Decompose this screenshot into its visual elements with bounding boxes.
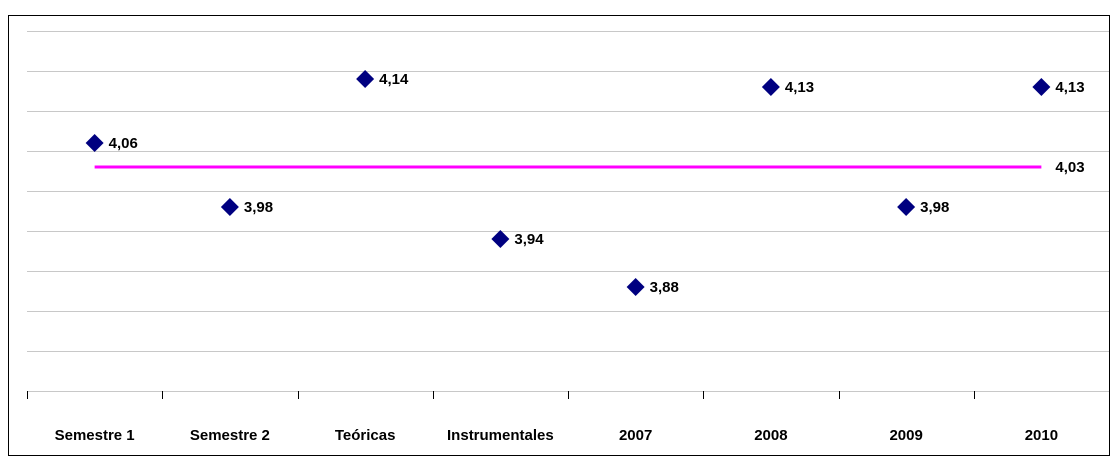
marker (85, 134, 104, 152)
x-tick-label: 2008 (754, 427, 787, 444)
value-label: 4,13 (785, 79, 814, 96)
marker (1032, 78, 1051, 96)
marker (356, 70, 375, 88)
value-label: 3,98 (244, 199, 273, 216)
average-label: 4,03 (1055, 159, 1084, 176)
value-label: 3,94 (514, 231, 544, 248)
x-tick-label: 2007 (619, 427, 652, 444)
x-tick-label: Teóricas (335, 427, 396, 444)
value-label: 4,13 (1055, 79, 1084, 96)
x-tick-label: 2009 (889, 427, 922, 444)
value-label: 4,06 (109, 135, 138, 152)
marker (220, 198, 239, 216)
value-label: 3,98 (920, 199, 949, 216)
value-label: 3,88 (650, 279, 679, 296)
chart-frame (8, 15, 1110, 456)
x-tick-label: Semestre 1 (55, 427, 135, 444)
value-label: 4,14 (379, 71, 409, 88)
marker (626, 278, 645, 296)
x-tick-label: Semestre 2 (190, 427, 270, 444)
x-tick-label: Instrumentales (447, 427, 554, 444)
marker (897, 198, 916, 216)
marker (491, 230, 510, 248)
x-tick-label: 2010 (1025, 427, 1058, 444)
marker (761, 78, 780, 96)
